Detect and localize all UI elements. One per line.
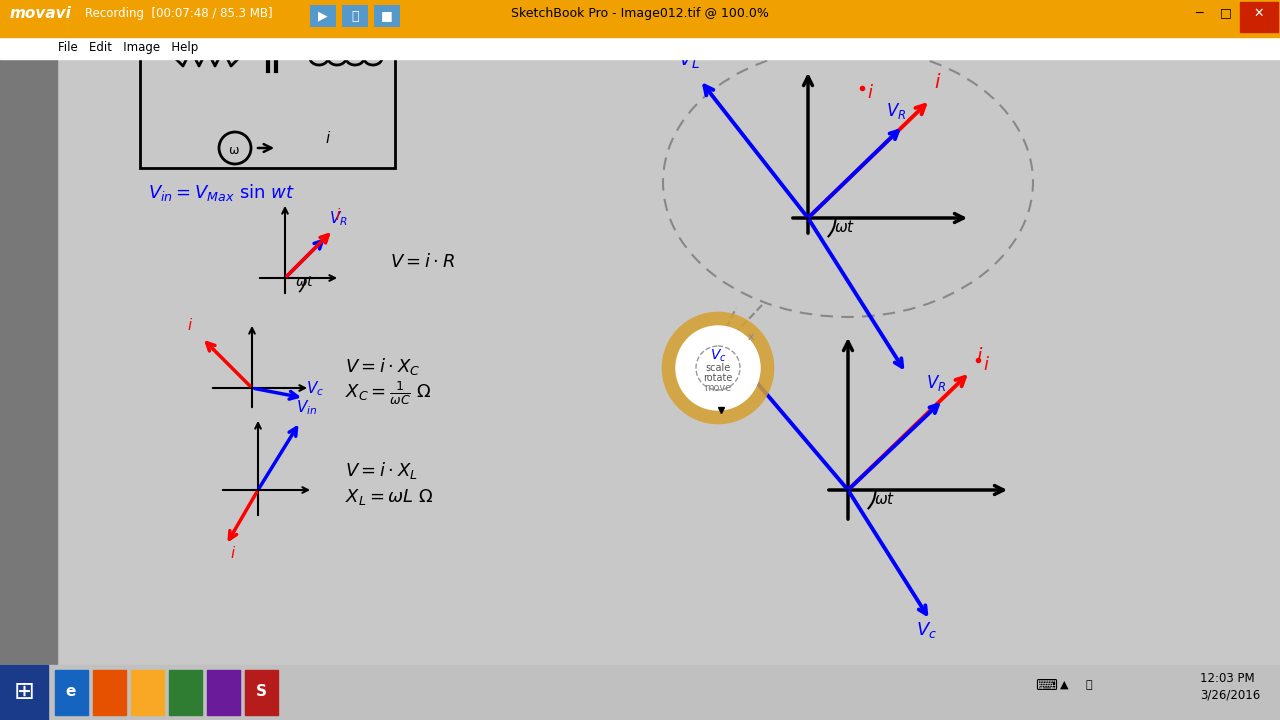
Text: i: i — [325, 131, 329, 146]
Text: $i$: $i$ — [187, 317, 193, 333]
Bar — [310, 5, 335, 27]
Circle shape — [676, 326, 760, 410]
Text: $i$: $i$ — [983, 356, 989, 374]
Bar — [93, 670, 125, 715]
Text: $V = i \cdot R$: $V = i \cdot R$ — [390, 253, 454, 271]
Bar — [0, 0, 1280, 37]
Bar — [374, 5, 399, 27]
Bar — [55, 670, 88, 715]
Text: $i$: $i$ — [867, 84, 874, 102]
Text: rotate: rotate — [703, 373, 732, 383]
Text: $V_{in}$: $V_{in}$ — [296, 398, 317, 417]
Text: $V_L$: $V_L$ — [678, 50, 700, 71]
Bar — [131, 670, 164, 715]
Text: $X_L = \omega L \ \Omega$: $X_L = \omega L \ \Omega$ — [346, 487, 434, 507]
Text: Recording  [00:07:48 / 85.3 MB]: Recording [00:07:48 / 85.3 MB] — [84, 6, 273, 19]
Text: 3/26/2016: 3/26/2016 — [1201, 688, 1261, 701]
Text: ✕: ✕ — [1253, 6, 1265, 19]
Text: $\omega t$: $\omega t$ — [294, 275, 315, 289]
Bar — [140, 58, 396, 168]
Text: File   Edit   Image   Help: File Edit Image Help — [58, 42, 198, 55]
Text: ─: ─ — [1196, 6, 1202, 19]
Bar — [0, 37, 1280, 59]
Text: ⏸: ⏸ — [351, 9, 358, 22]
Text: ▶: ▶ — [319, 9, 328, 22]
Bar — [0, 665, 1280, 720]
Text: ⊞: ⊞ — [14, 680, 35, 704]
Text: x: x — [748, 332, 755, 342]
Bar — [0, 665, 49, 720]
Text: □: □ — [1220, 6, 1231, 19]
Text: ⌨: ⌨ — [1036, 678, 1057, 693]
Text: $i$: $i$ — [934, 73, 941, 92]
Text: ω: ω — [228, 143, 238, 156]
Text: $V = i \cdot X_C$: $V = i \cdot X_C$ — [346, 356, 420, 377]
Text: $V_L$: $V_L$ — [713, 326, 735, 347]
Text: ■: ■ — [381, 9, 393, 22]
Text: $V_R$: $V_R$ — [329, 209, 348, 228]
Bar — [342, 5, 369, 27]
Bar — [207, 670, 241, 715]
Text: move: move — [704, 383, 732, 393]
Text: $V_R$: $V_R$ — [925, 373, 946, 393]
Bar — [244, 670, 278, 715]
Text: $V_c$: $V_c$ — [306, 379, 324, 397]
Text: 12:03 PM: 12:03 PM — [1201, 672, 1254, 685]
Text: $\omega t$: $\omega t$ — [835, 219, 855, 235]
Bar — [169, 670, 202, 715]
Text: 🔊: 🔊 — [1085, 680, 1092, 690]
Text: S: S — [256, 685, 266, 700]
Text: movavi: movavi — [10, 6, 72, 20]
Bar — [1240, 2, 1277, 32]
Bar — [0, 59, 58, 720]
Text: R: R — [183, 34, 196, 52]
Text: $V_{in} = V_{Max}\ \mathsf{sin}\ wt$: $V_{in} = V_{Max}\ \mathsf{sin}\ wt$ — [148, 182, 296, 203]
Text: $V_R$: $V_R$ — [886, 101, 906, 121]
Text: $i$: $i$ — [335, 207, 342, 223]
Text: $i$: $i$ — [230, 545, 236, 561]
Text: $V_c$: $V_c$ — [709, 348, 726, 364]
Text: $i$: $i$ — [977, 347, 983, 366]
Text: $V = i \cdot X_L$: $V = i \cdot X_L$ — [346, 460, 417, 481]
Text: L: L — [330, 34, 340, 52]
Text: C: C — [253, 34, 265, 52]
Text: $\omega t$: $\omega t$ — [874, 491, 895, 507]
Text: scale: scale — [705, 363, 731, 373]
Text: ▲: ▲ — [1060, 680, 1069, 690]
Text: e: e — [65, 685, 77, 700]
Text: $V_c$: $V_c$ — [916, 620, 937, 640]
Text: SketchBook Pro - Image012.tif @ 100.0%: SketchBook Pro - Image012.tif @ 100.0% — [511, 6, 769, 19]
Text: $X_C = \frac{1}{\omega C} \ \Omega$: $X_C = \frac{1}{\omega C} \ \Omega$ — [346, 379, 431, 407]
